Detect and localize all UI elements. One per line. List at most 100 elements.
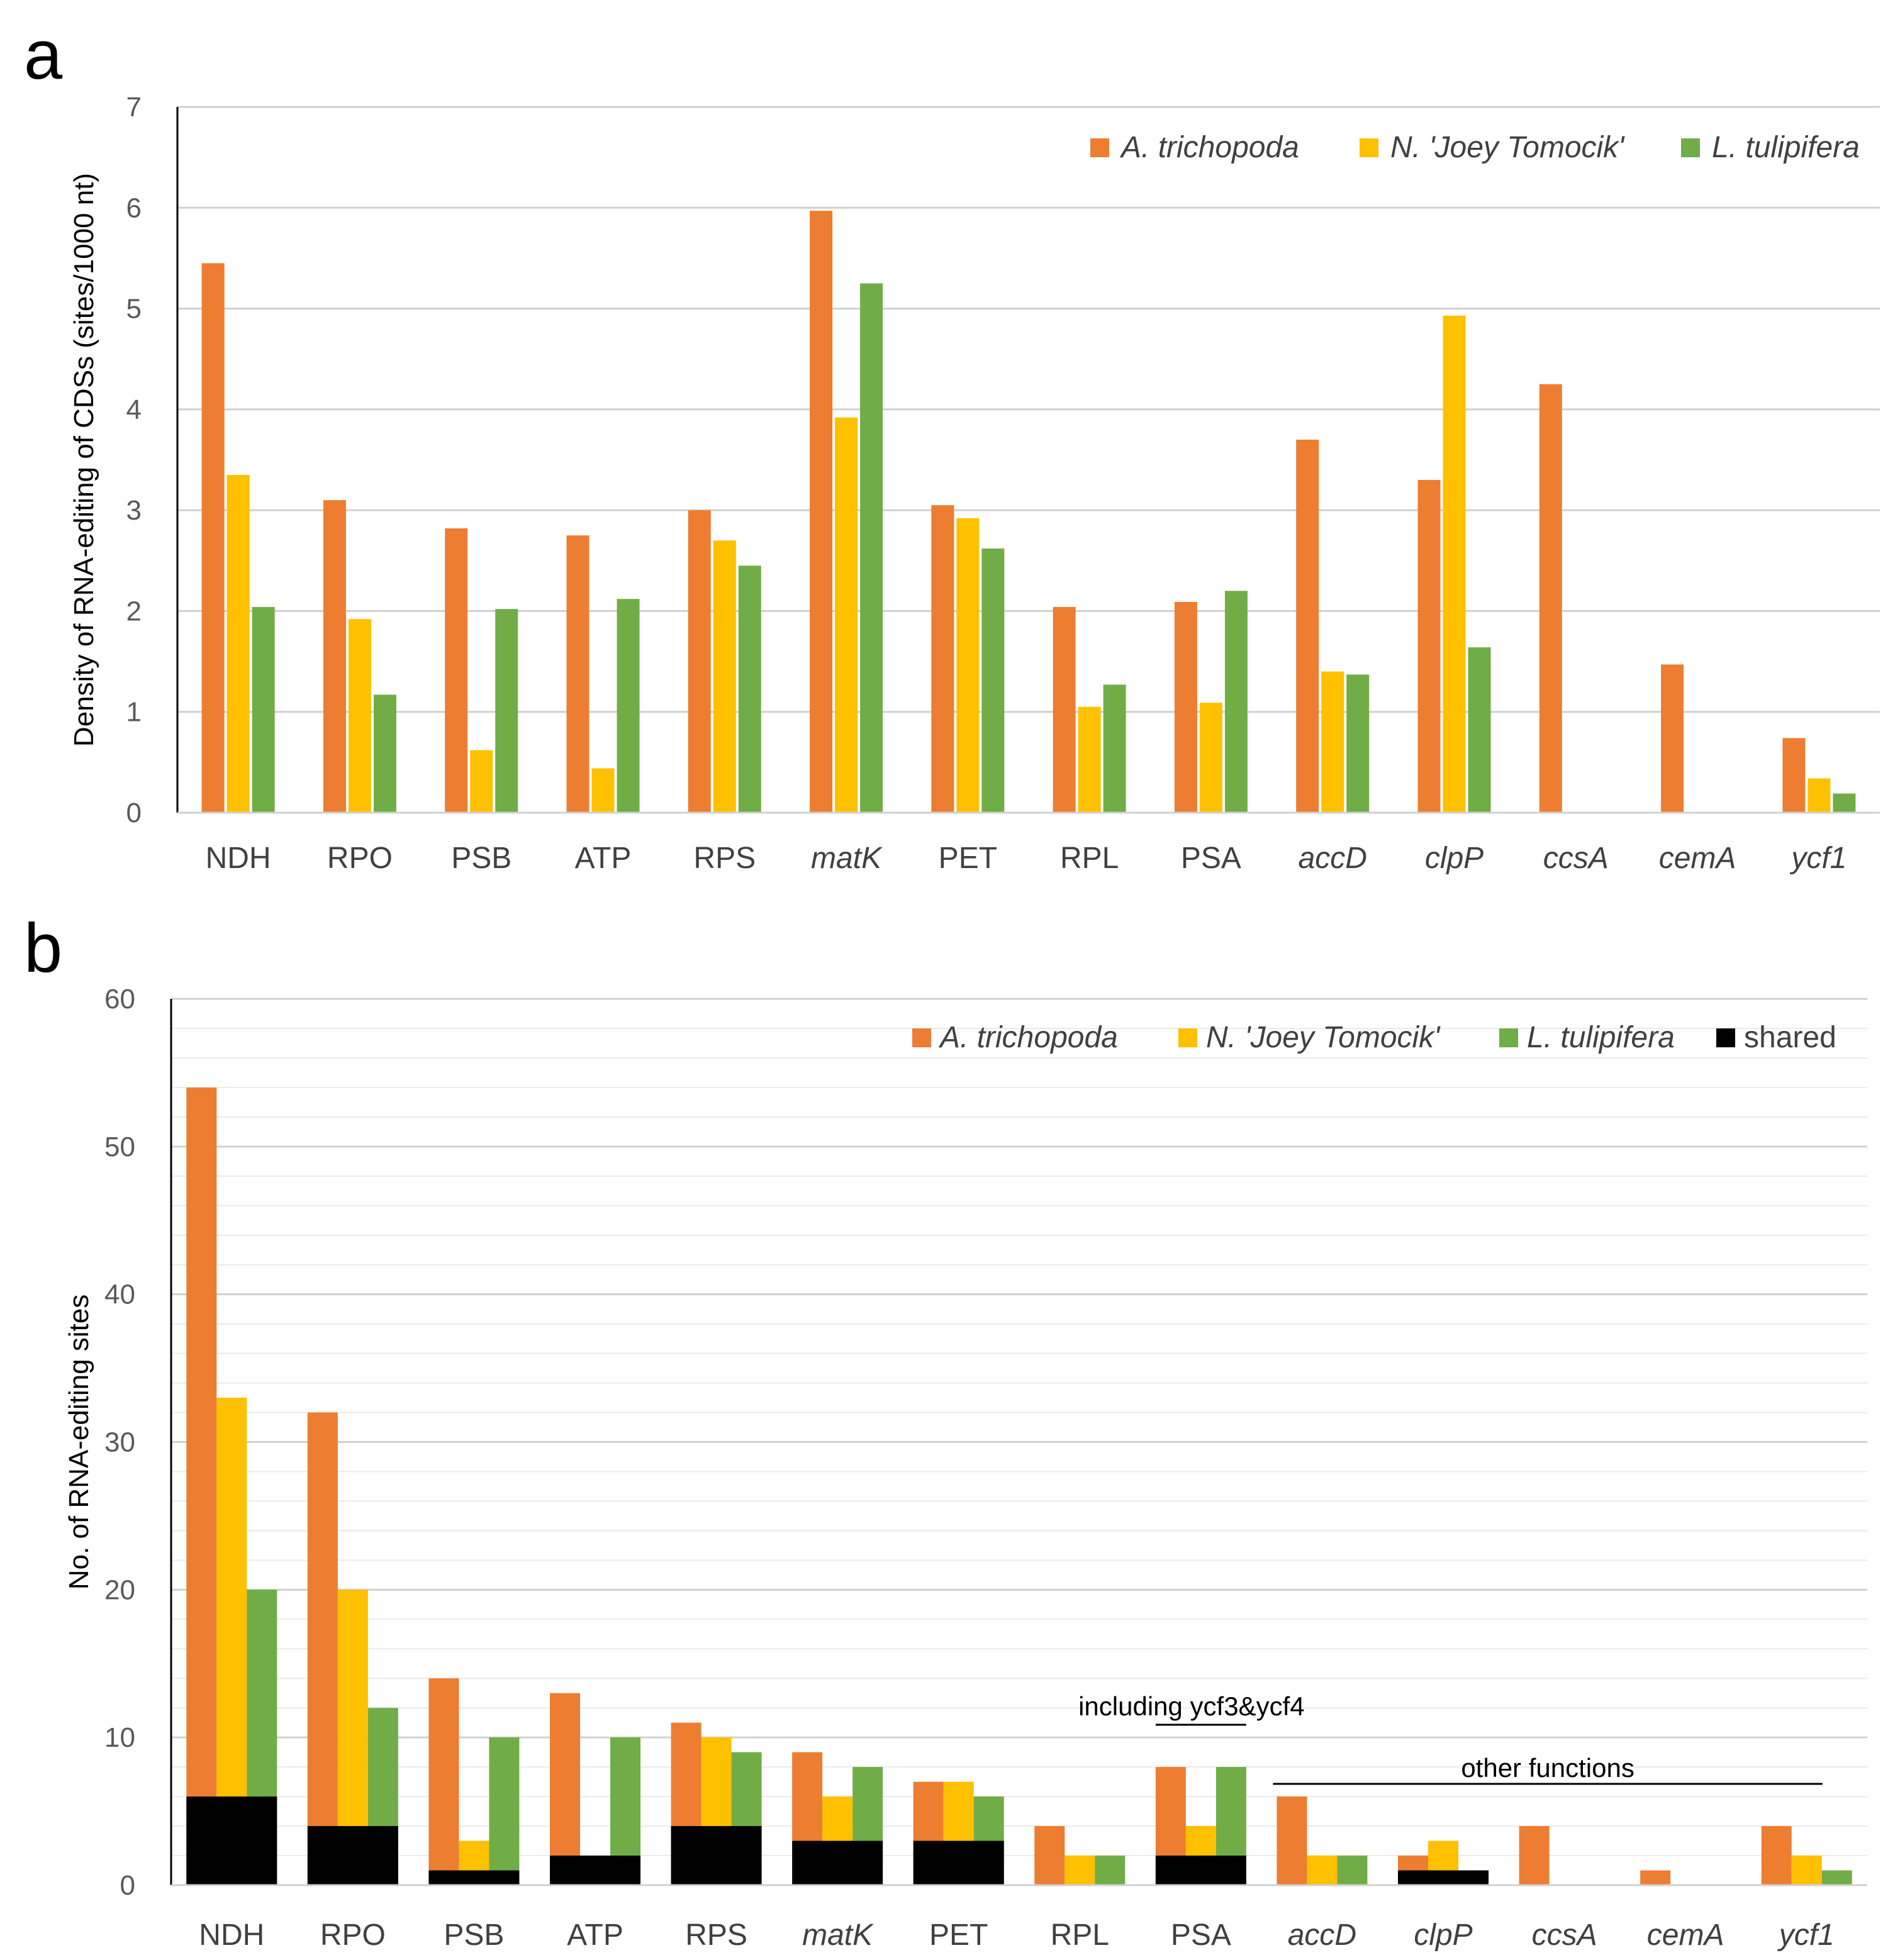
bar-shared-psb xyxy=(428,1870,520,1885)
bar-a-trichopoda-ccsa xyxy=(1519,1826,1550,1885)
x-category-label-ccsa: ccsA xyxy=(1543,842,1609,875)
bar-l-tulipifera-accd xyxy=(1337,1856,1368,1885)
bar-l-tulipifera-rpl xyxy=(1095,1856,1126,1885)
bar-a-trichopoda-psa xyxy=(1174,602,1197,813)
x-category-label-cema: cemA xyxy=(1659,842,1736,875)
bar-l-tulipifera-ycf1 xyxy=(1833,793,1856,813)
x-category-label-matk: matK xyxy=(811,842,883,875)
x-category-label-ndh: NDH xyxy=(199,1918,264,1952)
legend-swatch-a-trichopoda xyxy=(912,1028,931,1047)
bar-a-trichopoda-ycf1 xyxy=(1761,1826,1792,1885)
bar-a-trichopoda-rpl xyxy=(1053,607,1076,813)
legend-label-l-tulipifera: L. tulipifera xyxy=(1712,131,1860,164)
y-axis-title: No. of RNA-editing sites xyxy=(64,1295,94,1590)
x-category-label-rpo: RPO xyxy=(327,842,393,875)
legend-label-a-trichopoda: A. trichopoda xyxy=(1119,131,1299,164)
x-category-label-cema: cemA xyxy=(1647,1918,1724,1952)
bar-a-trichopoda-rpl xyxy=(1034,1826,1065,1885)
bar-a-trichopoda-matk xyxy=(810,211,833,813)
bar-l-tulipifera-ycf1 xyxy=(1821,1870,1852,1885)
legend-swatch-a-trichopoda xyxy=(1090,138,1109,157)
bar-l-tulipifera-atp xyxy=(617,599,640,813)
legend-swatch-l-tulipifera xyxy=(1499,1028,1518,1047)
y-tick-label: 10 xyxy=(104,1722,135,1753)
bar-a-trichopoda-cema xyxy=(1640,1870,1671,1885)
x-category-label-pet: PET xyxy=(929,1918,988,1952)
x-category-label-rps: RPS xyxy=(685,1918,747,1952)
annotation-including-ycf3-ycf4: including ycf3&ycf4 xyxy=(1078,1691,1305,1721)
bar-a-trichopoda-accd xyxy=(1296,439,1319,813)
bar-a-trichopoda-atp xyxy=(550,1693,580,1885)
bar-n-joey-tomocik-rps xyxy=(713,540,736,813)
legend-label-a-trichopoda: A. trichopoda xyxy=(938,1021,1118,1054)
bar-a-trichopoda-rps xyxy=(688,510,711,813)
x-category-label-clpp: clpP xyxy=(1414,1918,1472,1952)
x-category-label-rpo: RPO xyxy=(320,1918,386,1952)
x-category-label-pet: PET xyxy=(939,842,997,875)
bar-n-joey-tomocik-accd xyxy=(1321,671,1344,813)
x-category-label-ccsa: ccsA xyxy=(1532,1918,1597,1952)
x-category-label-accd: accD xyxy=(1288,1918,1356,1952)
x-category-label-ndh: NDH xyxy=(206,842,271,875)
legend-swatch-n-joey-tomocik xyxy=(1360,138,1378,157)
bar-a-trichopoda-ccsa xyxy=(1539,384,1562,813)
x-category-label-psb: PSB xyxy=(444,1918,504,1952)
bar-n-joey-tomocik-rpl xyxy=(1078,706,1101,813)
bar-n-joey-tomocik-ycf1 xyxy=(1808,778,1831,813)
bar-n-joey-tomocik-atp xyxy=(591,768,615,813)
bar-l-tulipifera-psb xyxy=(489,1737,520,1885)
legend-swatch-l-tulipifera xyxy=(1681,138,1700,157)
y-tick-label: 1 xyxy=(126,697,142,728)
y-tick-label: 30 xyxy=(104,1427,135,1458)
bar-n-joey-tomocik-ycf1 xyxy=(1791,1856,1822,1885)
bar-a-trichopoda-accd xyxy=(1277,1796,1307,1885)
bar-a-trichopoda-rpo xyxy=(323,500,346,813)
bar-n-joey-tomocik-rpo xyxy=(348,619,371,813)
bar-l-tulipifera-psb xyxy=(495,609,518,813)
bar-n-joey-tomocik-accd xyxy=(1307,1856,1338,1885)
x-category-label-ycf1: ycf1 xyxy=(1777,1918,1835,1952)
bar-l-tulipifera-pet xyxy=(981,548,1005,813)
y-tick-label: 7 xyxy=(126,92,142,123)
y-tick-label: 5 xyxy=(126,294,142,325)
bar-a-trichopoda-rpo xyxy=(307,1412,338,1885)
y-tick-label: 4 xyxy=(126,394,142,425)
bar-l-tulipifera-rpl xyxy=(1103,684,1126,813)
y-tick-label: 2 xyxy=(126,596,142,626)
panel-a-chart: 0 1 2 3 4 5 6 7 NDH RPO PSB ATP RPS matK PET RPL PSA accD… xyxy=(69,92,1880,875)
legend-label-shared: shared xyxy=(1744,1021,1836,1054)
x-category-label-matk: matK xyxy=(802,1918,874,1952)
x-category-label-rps: RPS xyxy=(693,842,756,875)
panel-a-label: a xyxy=(24,16,63,94)
x-category-label-ycf1: ycf1 xyxy=(1789,842,1847,875)
x-category-label-accd: accD xyxy=(1299,842,1367,875)
bar-shared-clpp xyxy=(1398,1870,1489,1885)
annotation-other-functions: other functions xyxy=(1461,1753,1635,1783)
x-category-label-atp: ATP xyxy=(567,1918,623,1952)
bar-l-tulipifera-psa xyxy=(1224,591,1248,813)
bar-l-tulipifera-matk xyxy=(860,283,883,813)
bar-shared-atp xyxy=(550,1856,640,1885)
y-tick-label: 0 xyxy=(120,1870,135,1901)
bar-l-tulipifera-clpp xyxy=(1468,647,1491,813)
bar-n-joey-tomocik-clpp xyxy=(1443,315,1466,813)
y-tick-label: 50 xyxy=(104,1132,135,1162)
y-tick-label: 6 xyxy=(126,192,142,223)
x-category-label-psb: PSB xyxy=(451,842,511,875)
y-tick-label: 20 xyxy=(104,1574,135,1605)
bar-n-joey-tomocik-psb xyxy=(470,750,493,813)
x-category-label-atp: ATP xyxy=(575,842,632,875)
y-tick-label: 60 xyxy=(104,984,135,1015)
y-axis-title: Density of RNA-editing of CDSs (sites/10… xyxy=(69,173,99,747)
bar-l-tulipifera-rps xyxy=(738,565,761,813)
panel-b-chart: 0 10 20 30 40 50 60 NDH RPO PSB ATP RPS matK PET RPL PS… xyxy=(64,984,1867,1952)
legend-label-n-joey-tomocik: N. 'Joey Tomocik' xyxy=(1206,1021,1441,1054)
x-category-label-psa: PSA xyxy=(1181,842,1241,875)
bar-a-trichopoda-psb xyxy=(428,1678,459,1885)
bar-n-joey-tomocik-rpl xyxy=(1065,1856,1095,1885)
bar-shared-psa xyxy=(1155,1856,1246,1885)
bar-n-joey-tomocik-psa xyxy=(1199,703,1222,813)
bar-a-trichopoda-ndh xyxy=(201,263,225,813)
legend-swatch-n-joey-tomocik xyxy=(1178,1028,1197,1047)
